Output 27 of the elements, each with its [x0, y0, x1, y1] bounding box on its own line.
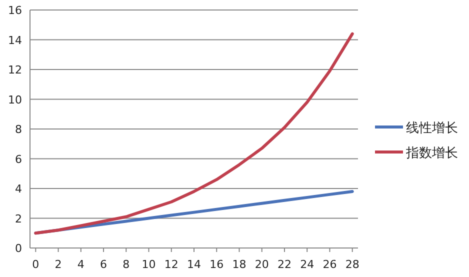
y-tick-label: 16 — [8, 4, 22, 17]
x-tick-label: 24 — [300, 258, 314, 271]
x-tick-label: 26 — [322, 258, 337, 271]
y-tick-label: 0 — [15, 242, 22, 255]
legend-label: 线性增长 — [406, 121, 458, 136]
x-tick-label: 0 — [32, 258, 40, 271]
x-tick-label: 20 — [254, 258, 269, 271]
legend-label: 指数增长 — [405, 146, 458, 161]
x-tick-label: 12 — [164, 258, 178, 271]
x-tick-label: 22 — [277, 258, 292, 271]
x-tick-label: 28 — [345, 258, 360, 271]
x-tick-label: 18 — [232, 258, 246, 271]
y-tick-label: 10 — [8, 93, 22, 106]
y-tick-label: 12 — [8, 64, 22, 76]
y-tick-label: 6 — [15, 152, 22, 166]
x-tick-label: 6 — [100, 258, 108, 271]
x-tick-label: 4 — [77, 258, 84, 271]
x-tick-label: 2 — [54, 258, 62, 271]
y-tick-label: 14 — [8, 34, 22, 47]
y-tick-label: 4 — [15, 182, 22, 196]
x-tick-label: 16 — [210, 258, 224, 271]
y-tick-label: 2 — [15, 212, 22, 226]
y-tick-label: 8 — [15, 123, 22, 136]
x-tick-label: 8 — [122, 258, 130, 271]
x-tick-label: 14 — [187, 258, 201, 271]
x-tick-label: 10 — [142, 258, 156, 271]
line-series — [34, 32, 354, 235]
